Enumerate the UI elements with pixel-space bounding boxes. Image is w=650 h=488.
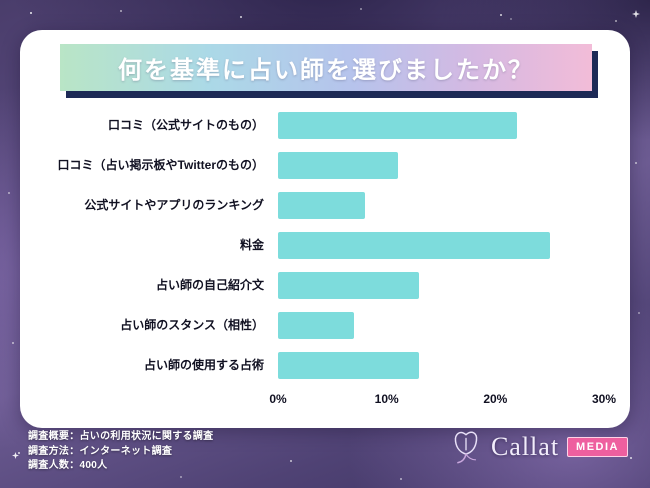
bar-chart: 口コミ（公式サイトのもの） 口コミ（占い掲示板やTwitterのもの） 公式サイ… [26, 112, 616, 408]
chart-row: 料金 [26, 232, 604, 259]
category-label: 占い師の使用する占術 [143, 357, 264, 372]
title-banner: 何を基準に占い師を選びましたか？ [60, 44, 598, 98]
bar-track [278, 192, 604, 219]
bar [278, 312, 355, 339]
bar-track [278, 272, 604, 299]
chart-row: 公式サイトやアプリのランキング [26, 192, 604, 219]
survey-line-count: 調査人数：400人 [28, 460, 108, 471]
category-label: 占い師の自己紹介文 [155, 277, 264, 292]
chart-row: 占い師の使用する占術 [26, 352, 604, 379]
chart-rows: 口コミ（公式サイトのもの） 口コミ（占い掲示板やTwitterのもの） 公式サイ… [26, 112, 604, 379]
bar [278, 152, 398, 179]
chart-row: 口コミ（公式サイトのもの） [26, 112, 604, 139]
bar [278, 272, 420, 299]
x-tick: 0% [269, 392, 287, 406]
media-badge: MEDIA [567, 437, 628, 457]
bar-track [278, 312, 604, 339]
bar [278, 112, 518, 139]
category-label: 占い師のスタンス（相性） [120, 317, 264, 332]
bar [278, 232, 550, 259]
chart-row: 占い師のスタンス（相性） [26, 312, 604, 339]
bar [278, 192, 365, 219]
chart-card: 何を基準に占い師を選びましたか？ 口コミ（公式サイトのもの） 口コミ（占い掲示板… [20, 30, 630, 428]
bar-track [278, 112, 604, 139]
bar [278, 352, 420, 379]
chart-row: 口コミ（占い掲示板やTwitterのもの） [26, 152, 604, 179]
bar-track [278, 352, 604, 379]
x-tick: 20% [483, 392, 508, 406]
bar-track [278, 232, 604, 259]
category-label: 口コミ（公式サイトのもの） [107, 117, 264, 132]
survey-line-method: 調査方法：インターネット調査 [28, 445, 173, 457]
lily-icon [454, 431, 478, 464]
category-label: 口コミ（占い掲示板やTwitterのもの） [57, 157, 264, 172]
chart-title: 何を基準に占い師を選びましたか？ [60, 44, 592, 91]
bar-track [278, 152, 604, 179]
category-label: 公式サイトやアプリのランキング [84, 197, 264, 212]
brand-name: Callat [490, 432, 560, 461]
x-axis-ticks: 0% 10% 20% 30% [269, 392, 616, 408]
survey-line-overview: 調査概要：占いの利用状況に関する調査 [28, 431, 214, 442]
category-label: 料金 [239, 237, 264, 252]
x-tick: 10% [374, 392, 399, 406]
sparkle-icon [632, 10, 640, 18]
survey-notes: 調査概要：占いの利用状況に関する調査 調査方法：インターネット調査 調査人数：4… [28, 430, 213, 474]
chart-row: 占い師の自己紹介文 [26, 272, 604, 299]
callat-logo: Callat MEDIA [447, 428, 628, 466]
x-tick: 30% [591, 392, 617, 406]
